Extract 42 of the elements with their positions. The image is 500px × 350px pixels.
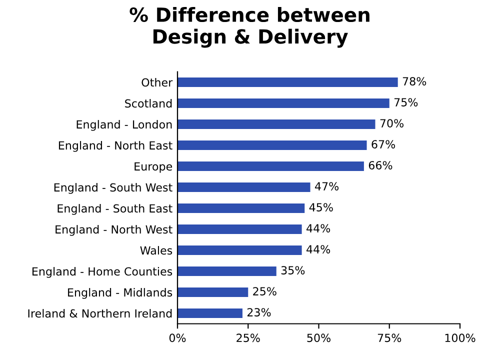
data-label: 75% — [394, 98, 418, 106]
data-label: 45% — [309, 203, 333, 212]
bar — [178, 224, 302, 234]
bar — [178, 120, 376, 129]
bar — [178, 308, 242, 318]
data-label: 35% — [281, 266, 305, 274]
y-tick-label: England - London — [76, 120, 172, 131]
x-tick-label: 75% — [378, 334, 402, 342]
y-tick-label: England - Home Counties — [32, 267, 172, 278]
x-tick-label: 100% — [445, 334, 476, 342]
bar — [178, 140, 367, 150]
data-label: 66% — [368, 161, 392, 170]
bar — [178, 162, 364, 171]
bar — [178, 246, 302, 255]
y-tick-label: England - South West — [54, 183, 172, 194]
data-label: 25% — [253, 287, 276, 296]
bar — [178, 98, 390, 108]
bar — [178, 288, 248, 297]
data-label: 67% — [372, 140, 396, 148]
data-label: 47% — [314, 182, 339, 190]
data-label: 70% — [380, 119, 404, 128]
x-tick-label: 0% — [169, 334, 186, 342]
x-tick-label: 25% — [236, 334, 260, 342]
y-tick-label: England - Midlands — [68, 288, 172, 299]
x-tick-label: 50% — [307, 334, 330, 342]
y-tick-label: Other — [142, 78, 173, 87]
y-tick-label: Scotland — [125, 99, 172, 108]
bar — [178, 204, 305, 213]
data-label: 44% — [306, 245, 330, 254]
data-label: 44% — [306, 224, 330, 232]
bar — [178, 78, 398, 87]
chart-title: % Difference between Design & Delivery — [130, 7, 370, 48]
bar — [178, 266, 276, 276]
y-tick-label: Wales — [140, 246, 172, 255]
y-tick-label: England - North East — [58, 141, 172, 152]
data-label: 23% — [247, 308, 271, 316]
bar — [178, 182, 310, 192]
y-tick-label: England - South East — [58, 204, 172, 215]
data-label: 78% — [402, 77, 426, 86]
y-tick-label: Ireland & Northern Ireland — [28, 309, 172, 318]
y-tick-label: England - North West — [56, 225, 172, 236]
y-tick-label: Europe — [134, 162, 172, 173]
